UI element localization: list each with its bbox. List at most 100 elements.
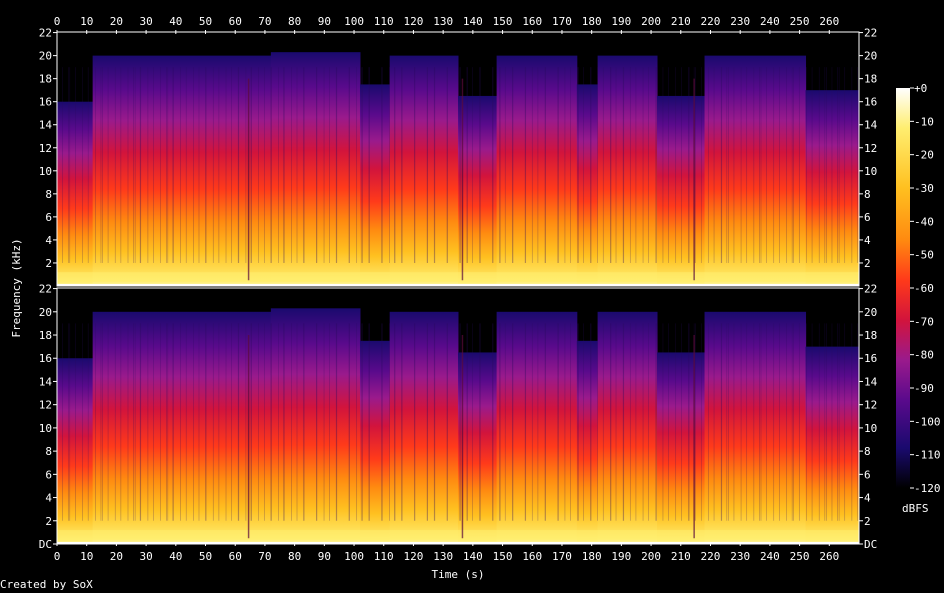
y-tick-label-right: 20 (864, 50, 877, 63)
spectrum-segment (805, 346, 860, 544)
y-tick-label-right: 16 (864, 96, 877, 109)
x-tick-label-bottom: 250 (790, 550, 810, 563)
y-tick-label-left: 16 (39, 96, 52, 109)
spectrum-segment (576, 340, 599, 544)
spectrum-segment (92, 55, 272, 286)
y-axis-label: Frequency (kHz) (10, 238, 23, 337)
colorbar-tick-label: -40 (914, 215, 934, 228)
x-tick-label-top: 0 (54, 15, 61, 28)
y-tick-label-left: 4 (45, 492, 52, 505)
x-tick-label-top: 10 (80, 15, 93, 28)
y-tick-label-left: 18 (39, 73, 52, 86)
spectrum-segment (704, 311, 807, 544)
spectrum-segment (359, 84, 391, 287)
y-tick-label-left: 4 (45, 234, 52, 247)
colorbar-scale (896, 88, 910, 488)
x-tick-label-top: 90 (318, 15, 331, 28)
x-axis-top: 0 10 20 30 40 50 60 70 80 90 100 110 120 130 140 150 160… (54, 15, 839, 34)
x-axis-label: Time (s) (432, 568, 485, 581)
x-tick-label-top: 130 (433, 15, 453, 28)
channel-1-spectrogram (56, 31, 860, 287)
x-tick-label-bottom: 80 (288, 550, 301, 563)
channel-2-spectrogram (56, 287, 860, 545)
colorbar-tick-label: -90 (914, 382, 934, 395)
x-tick-label-top: 60 (229, 15, 242, 28)
x-tick-label-bottom: 190 (611, 550, 631, 563)
y-tick-label-right: 6 (864, 468, 871, 481)
y-tick-label-left: 8 (45, 445, 52, 458)
colorbar-tick-label: -10 (914, 115, 934, 128)
colorbar-tick-label: -70 (914, 315, 934, 328)
x-tick-label-top: 120 (404, 15, 424, 28)
x-tick-label-bottom: 50 (199, 550, 212, 563)
x-tick-label-top: 40 (169, 15, 182, 28)
x-tick-label-bottom: 10 (80, 550, 93, 563)
y-tick-label-right: 22 (864, 27, 877, 40)
y-tick-label-left: 20 (39, 306, 52, 319)
colorbar-tick-label: -100 (914, 415, 941, 428)
x-tick-label-bottom: 170 (552, 550, 572, 563)
colorbar-tick-label: -110 (914, 449, 941, 462)
x-tick-label-top: 80 (288, 15, 301, 28)
x-tick-label-bottom: 90 (318, 550, 331, 563)
spectrum-segment (496, 311, 578, 544)
spectrum-segment (657, 352, 706, 544)
y-tick-label-right: 20 (864, 306, 877, 319)
y-tick-label-left: 6 (45, 211, 52, 224)
y-tick-label-right: 4 (864, 492, 871, 505)
y-tick-label-right: 12 (864, 399, 877, 412)
colorbar-tick-label: -20 (914, 149, 934, 162)
spectrum-segment (57, 101, 94, 286)
x-tick-label-top: 260 (819, 15, 839, 28)
y-tick-label-left: 10 (39, 165, 52, 178)
x-tick-label-bottom: 0 (54, 550, 61, 563)
y-tick-label-left: 14 (39, 119, 53, 132)
colorbar-tick-label: -30 (914, 182, 934, 195)
spectrum-segment (389, 55, 459, 286)
x-tick-label-top: 150 (493, 15, 513, 28)
x-tick-label-bottom: 160 (522, 550, 542, 563)
y-tick-label-right: 22 (864, 283, 877, 296)
colorbar-tick-label: -80 (914, 349, 934, 362)
x-tick-label-bottom: 30 (139, 550, 152, 563)
x-tick-label-bottom: 260 (819, 550, 839, 563)
y-tick-label-left: 2 (45, 257, 52, 270)
y-tick-label-right: 10 (864, 165, 877, 178)
x-tick-label-top: 190 (611, 15, 631, 28)
spectrum-segment (270, 308, 361, 544)
x-tick-label-top: 180 (582, 15, 602, 28)
y-tick-label-right: 18 (864, 73, 877, 86)
spectrum-segment (805, 90, 860, 286)
y-tick-label-left: 14 (39, 375, 53, 388)
x-tick-label-top: 220 (701, 15, 721, 28)
x-tick-label-top: 110 (374, 15, 394, 28)
y-tick-label-left: 16 (39, 352, 52, 365)
spectrum-segment (57, 358, 94, 544)
y-tick-label-right: DC (864, 538, 877, 551)
x-tick-label-bottom: 120 (404, 550, 424, 563)
y-tick-label-right: 8 (864, 188, 871, 201)
x-tick-label-top: 70 (258, 15, 271, 28)
colorbar-tick-label: -60 (914, 282, 934, 295)
x-tick-label-bottom: 220 (701, 550, 721, 563)
x-tick-label-bottom: 130 (433, 550, 453, 563)
colorbar-tick-label: -120 (914, 482, 941, 495)
y-tick-label-left: 8 (45, 188, 52, 201)
colorbar-tick-label: +0 (914, 82, 927, 95)
y-tick-label-left: 12 (39, 142, 52, 155)
x-tick-label-top: 210 (671, 15, 691, 28)
y-tick-label-left: 20 (39, 50, 52, 63)
x-tick-label-top: 20 (110, 15, 123, 28)
x-tick-label-bottom: 40 (169, 550, 182, 563)
credit-text: Created by SoX (0, 578, 93, 591)
spectrum-segment (597, 55, 658, 286)
y-tick-label-right: 16 (864, 352, 877, 365)
y-tick-label-right: 12 (864, 142, 877, 155)
y-tick-label-right: 18 (864, 329, 877, 342)
y-tick-label-right: 14 (864, 375, 878, 388)
spectrum-segment (92, 311, 272, 544)
y-tick-label-right: 8 (864, 445, 871, 458)
x-tick-label-bottom: 180 (582, 550, 602, 563)
spectrum-segment (458, 95, 498, 286)
